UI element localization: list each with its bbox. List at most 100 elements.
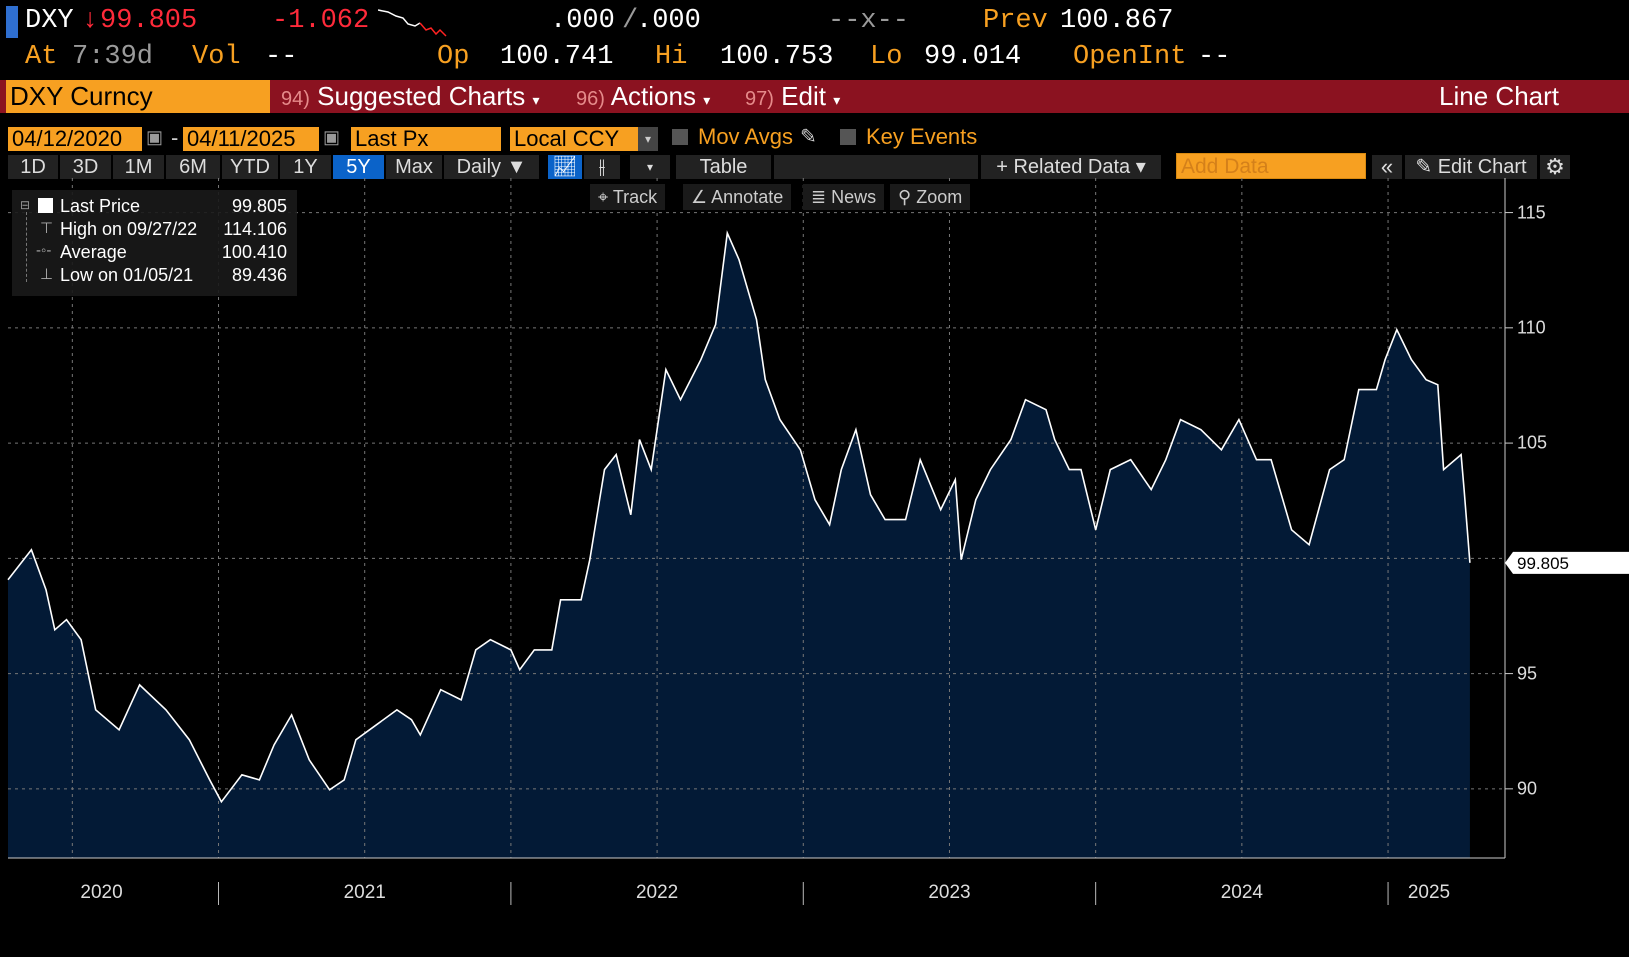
tool-label: Track xyxy=(612,187,658,207)
news-tool[interactable]: ≣ News xyxy=(803,184,885,210)
currency-select[interactable]: Local CCY xyxy=(510,127,638,151)
high-label: Hi xyxy=(655,42,688,72)
edit-chart-label: Edit Chart xyxy=(1437,156,1527,178)
line-chart-icon[interactable]: 📈︎ xyxy=(548,155,582,179)
mov-avgs-label: Mov Avgs xyxy=(698,124,793,149)
field-input[interactable]: Last Px xyxy=(351,127,501,151)
zoom-tool[interactable]: ⚲ Zoom xyxy=(890,184,971,210)
currency-dropdown-icon[interactable]: ▾ xyxy=(638,127,658,151)
tree-lines xyxy=(26,212,28,282)
add-data-input[interactable]: Add Data xyxy=(1176,153,1366,179)
mov-avgs-checkbox[interactable] xyxy=(672,129,688,145)
security-input[interactable]: DXY Curncy xyxy=(6,80,270,113)
chart-type-dropdown-icon[interactable]: ▾ xyxy=(630,155,670,179)
legend-average-value: 100.410 xyxy=(221,242,287,262)
tool-label: News xyxy=(831,187,877,207)
actions-menu[interactable]: 96) Actions ▾ xyxy=(568,80,734,113)
period-button-6m[interactable]: 6M xyxy=(166,155,220,179)
period-button-1m[interactable]: 1M xyxy=(113,155,164,179)
x-year-label: 2024 xyxy=(1220,882,1263,903)
security-color-marker xyxy=(6,6,18,38)
end-date-input[interactable]: 04/11/2025 xyxy=(183,127,319,151)
key-events-checkbox[interactable] xyxy=(840,129,856,145)
average-marker-icon: -◦- xyxy=(36,242,52,259)
open-interest-value: -- xyxy=(1198,42,1231,72)
date-dash: - xyxy=(171,125,179,150)
down-arrow-icon: ↓ xyxy=(82,6,99,36)
pencil-icon[interactable]: ✎ xyxy=(800,126,817,148)
toolbar-spacer xyxy=(774,155,978,179)
dropdown-icon: ▾ xyxy=(532,92,540,108)
bar-chart-icon[interactable]: ⫲ xyxy=(584,155,620,179)
collapse-tree-icon[interactable]: ⊟ xyxy=(20,198,31,212)
related-data-button[interactable]: + Related Data ▾ xyxy=(981,155,1161,179)
y-tick-label: 105 xyxy=(1517,432,1548,453)
menu-label: Edit xyxy=(781,81,826,111)
high-value: 100.753 xyxy=(720,42,834,72)
bid-ask-size: --x-- xyxy=(828,6,910,36)
low-marker-icon: ⊥ xyxy=(40,266,54,283)
period-button-5y[interactable]: 5Y xyxy=(333,155,384,179)
suggested-charts-menu[interactable]: 94) Suggested Charts ▾ xyxy=(273,80,565,113)
edit-menu[interactable]: 97) Edit ▾ xyxy=(737,80,859,113)
net-change: -1.062 xyxy=(272,6,370,36)
news-icon: ≣ xyxy=(811,187,827,207)
dropdown-icon: ▾ xyxy=(703,92,711,108)
price-line xyxy=(7,230,1471,804)
bid-ask-separator: / xyxy=(622,6,639,36)
prev-value: 100.867 xyxy=(1060,6,1174,36)
calendar-icon[interactable]: ▣ xyxy=(323,127,341,147)
chart-legend: ⊟ ⊤ -◦- ⊥ Last Price 99.805 High on 09/2… xyxy=(12,190,297,296)
menu-number: 97) xyxy=(745,88,774,110)
high-marker-icon: ⊤ xyxy=(40,220,54,237)
prev-label: Prev xyxy=(983,6,1048,36)
frequency-select[interactable]: Daily ▼ xyxy=(444,155,539,179)
ticker: DXY xyxy=(25,6,74,36)
settings-gear-icon[interactable]: ⚙ xyxy=(1540,155,1570,179)
bid: .000 xyxy=(550,6,615,36)
dropdown-icon: ▾ xyxy=(833,92,841,108)
edit-chart-button[interactable]: ✎ Edit Chart xyxy=(1405,155,1537,179)
open-label: Op xyxy=(437,42,470,72)
period-button-1y[interactable]: 1Y xyxy=(280,155,331,179)
track-tool[interactable]: ⌖ Track xyxy=(590,184,666,210)
period-button-1d[interactable]: 1D xyxy=(8,155,58,179)
legend-last-price-label: Last Price xyxy=(60,196,141,216)
y-tick-label: 115 xyxy=(1517,202,1546,223)
annotate-tool[interactable]: ∠ Annotate xyxy=(683,184,792,210)
menu-label: Suggested Charts xyxy=(317,81,526,111)
last-price: 99.805 xyxy=(100,6,198,36)
pencil-icon: ✎ xyxy=(1415,156,1433,178)
x-year-label: 2021 xyxy=(343,882,386,903)
at-label: At xyxy=(25,42,58,72)
y-tick-label: 110 xyxy=(1517,317,1546,338)
legend-average-label: Average xyxy=(60,242,127,262)
table-button[interactable]: Table xyxy=(676,155,771,179)
magnifier-icon: ⚲ xyxy=(898,187,912,207)
tool-label: Annotate xyxy=(711,187,784,207)
x-year-label: 2020 xyxy=(80,882,123,903)
open-interest-label: OpenInt xyxy=(1073,42,1187,72)
x-year-label: 2023 xyxy=(928,882,971,903)
legend-high-label: High on 09/27/22 xyxy=(60,219,198,239)
period-button-max[interactable]: Max xyxy=(386,155,442,179)
legend-last-price-value: 99.805 xyxy=(231,196,287,216)
legend-low-value: 89.436 xyxy=(231,265,287,285)
series-color-swatch xyxy=(38,198,53,213)
start-date-input[interactable]: 04/12/2020 xyxy=(8,127,142,151)
menu-label: Actions xyxy=(610,81,696,111)
time: 7:39d xyxy=(72,42,154,72)
period-button-3d[interactable]: 3D xyxy=(60,155,111,179)
last-price-tag-label: 99.805 xyxy=(1517,554,1569,573)
vol-value: -- xyxy=(265,42,298,72)
tool-label: Zoom xyxy=(916,187,963,207)
key-events-label: Key Events xyxy=(866,124,978,149)
menu-number: 96) xyxy=(576,88,605,110)
calendar-icon[interactable]: ▣ xyxy=(146,127,164,147)
period-button-ytd[interactable]: YTD xyxy=(222,155,278,179)
pencil-icon: ∠ xyxy=(691,187,708,207)
collapse-button[interactable]: « xyxy=(1372,155,1402,179)
ask: .000 xyxy=(636,6,701,36)
low-label: Lo xyxy=(870,42,903,72)
